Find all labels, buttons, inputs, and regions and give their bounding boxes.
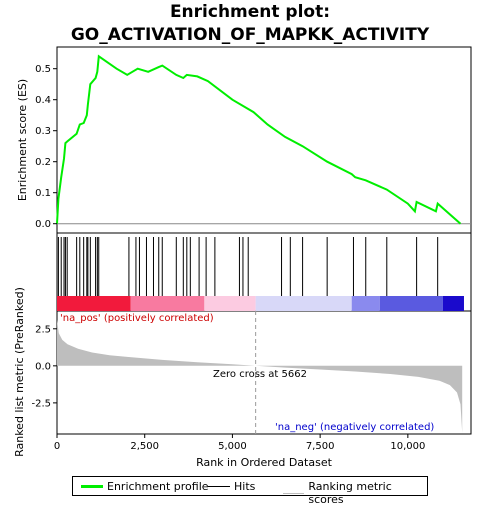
x-tick-label: 5,000 xyxy=(218,441,247,452)
x-tick-label: 7,500 xyxy=(306,441,335,452)
legend-item-hits: Hits xyxy=(208,480,255,493)
es-tick-label: 0.2 xyxy=(35,157,51,168)
legend-item-ranking-metric: Ranking metric scores xyxy=(283,480,427,506)
ranking-metric-swatch xyxy=(283,492,305,494)
x-tick-label: 10,000 xyxy=(390,441,425,452)
metric-y-axis-label: Ranked list metric (PreRanked) xyxy=(13,287,26,457)
positive-correlation-label: 'na_pos' (positively correlated) xyxy=(60,313,214,324)
metric-tick-label: 2.5 xyxy=(35,324,51,335)
hits-layer xyxy=(57,237,439,296)
es-tick-label: 0.4 xyxy=(35,95,51,106)
es-tick-label: 0.1 xyxy=(35,188,51,199)
es-layer xyxy=(56,54,471,225)
x-axis-label: Rank in Ordered Dataset xyxy=(196,456,333,469)
heatmap-segment xyxy=(204,296,256,311)
es-curve xyxy=(56,54,462,225)
chart-title-line1: Enrichment plot: xyxy=(170,2,330,22)
enrichment-profile-swatch xyxy=(81,485,103,488)
es-tick-label: 0.5 xyxy=(35,64,51,75)
heatmap-segment xyxy=(379,296,443,311)
es-y-axis-label: Enrichment score (ES) xyxy=(16,79,29,201)
heatmap-segment xyxy=(255,296,352,311)
legend-item-enrichment-profile: Enrichment profile xyxy=(81,480,209,493)
legend: Enrichment profile Hits Ranking metric s… xyxy=(72,476,428,506)
heatmap-segment xyxy=(442,296,464,311)
chart-title-line2: GO_ACTIVATION_OF_MAPKK_ACTIVITY xyxy=(71,25,430,45)
es-tick-label: 0.0 xyxy=(35,219,51,230)
legend-label-ranking-metric: Ranking metric scores xyxy=(308,480,392,506)
legend-label-enrichment-profile: Enrichment profile xyxy=(107,480,209,493)
x-tick-label: 0 xyxy=(54,441,60,452)
zero-cross-label: Zero cross at 5662 xyxy=(213,369,307,380)
negative-correlation-label: 'na_neg' (negatively correlated) xyxy=(275,422,434,433)
es-tick-label: 0.3 xyxy=(35,126,51,137)
heatmap-segment xyxy=(57,296,131,311)
metric-tick-label: -2.5 xyxy=(31,398,51,409)
metric-tick-label: 0.0 xyxy=(35,361,51,372)
x-tick-label: 2,500 xyxy=(130,441,159,452)
axes-layer: 0.0 0.1 0.2 0.3 0.4 0.5 2.5 0.0 -2.5 0 2,500 5,000 7… xyxy=(31,64,425,452)
legend-label-hits: Hits xyxy=(234,480,256,493)
heatmap-segment xyxy=(130,296,205,311)
hits-swatch xyxy=(208,486,230,487)
heat-layer xyxy=(57,296,464,311)
heatmap-segment xyxy=(351,296,380,311)
